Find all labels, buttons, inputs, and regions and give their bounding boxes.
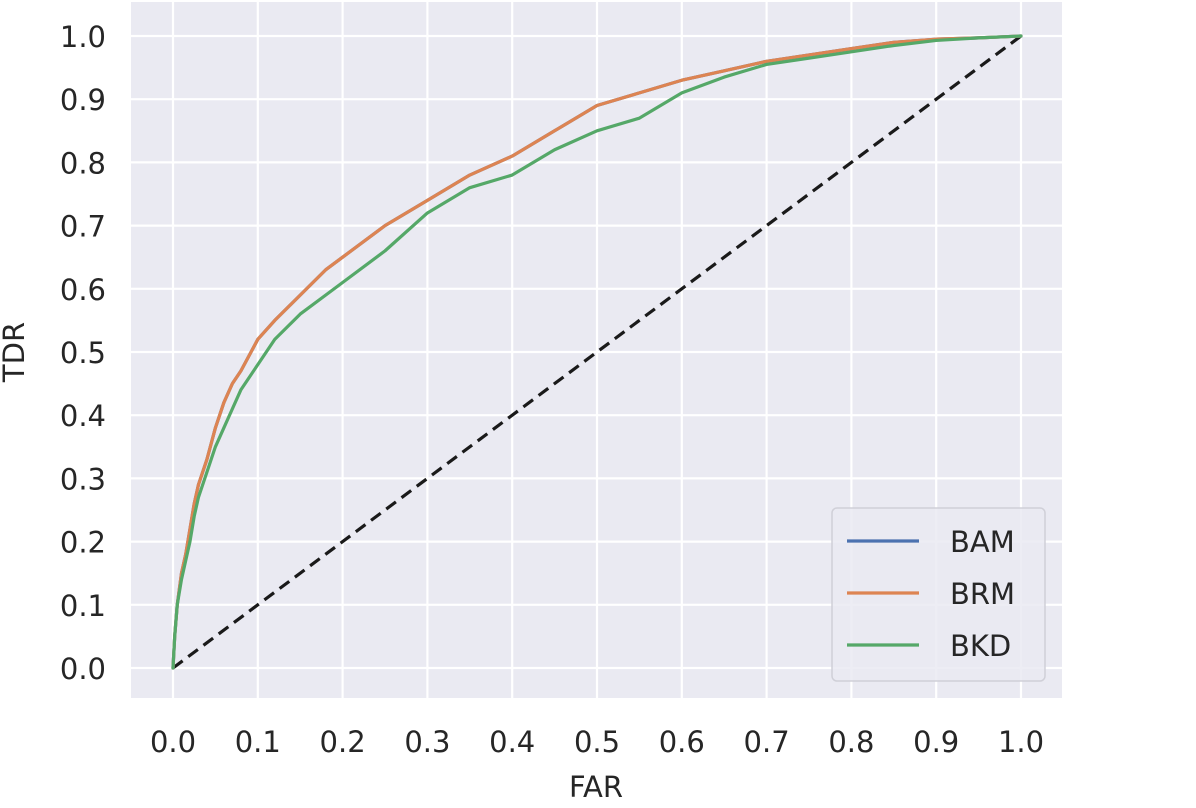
- legend: BAM BRM BKD: [831, 507, 1046, 682]
- legend-label-brm: BRM: [950, 577, 1015, 611]
- legend-label-bkd: BKD: [950, 629, 1011, 663]
- series-line-brm: [171, 34, 1023, 670]
- y-tick-label: 0.5: [60, 336, 106, 370]
- x-tick-label: 0.5: [574, 725, 620, 759]
- y-tick-label: 0.3: [60, 462, 106, 496]
- x-tick-label: 0.4: [489, 725, 535, 759]
- x-tick-label: 0.3: [404, 725, 450, 759]
- x-tick-label: 0.8: [828, 725, 874, 759]
- reference-diagonal-line: [172, 34, 1022, 670]
- legend-box: [831, 507, 1046, 682]
- y-tick-label: 0.6: [60, 273, 106, 307]
- legend-label-bam: BAM: [950, 525, 1015, 559]
- x-tick-label: 0.1: [235, 725, 281, 759]
- x-tick-labels: 0.0 0.1 0.2 0.3 0.4 0.5 0.6 0.7 0.8 0.9 1.0: [150, 725, 1044, 759]
- y-tick-label: 0.2: [60, 526, 106, 560]
- y-tick-label: 0.1: [60, 589, 106, 623]
- y-axis-label: TDR: [0, 322, 31, 383]
- x-axis-label: FAR: [569, 770, 623, 804]
- y-tick-label: 0.4: [60, 399, 106, 433]
- x-tick-label: 0.0: [150, 725, 196, 759]
- x-tick-label: 0.2: [320, 725, 366, 759]
- series-line-bkd: [171, 34, 1023, 670]
- y-tick-label: 0.0: [60, 652, 106, 686]
- x-tick-label: 0.9: [913, 725, 959, 759]
- x-tick-label: 0.7: [744, 725, 790, 759]
- y-tick-label: 1.0: [60, 20, 106, 54]
- x-tick-label: 0.6: [659, 725, 705, 759]
- y-tick-label: 0.8: [60, 146, 106, 180]
- series-group: [171, 34, 1023, 670]
- y-tick-label: 0.9: [60, 83, 106, 117]
- y-tick-labels: 0.0 0.1 0.2 0.3 0.4 0.5 0.6 0.7 0.8 0.9 1.0: [60, 20, 106, 686]
- y-tick-label: 0.7: [60, 210, 106, 244]
- reference-line-group: [172, 34, 1022, 670]
- x-tick-label: 1.0: [998, 725, 1044, 759]
